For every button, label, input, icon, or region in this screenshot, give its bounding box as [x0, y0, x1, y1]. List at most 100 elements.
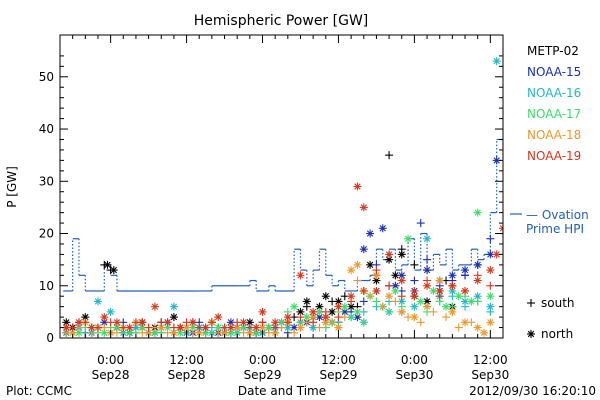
point-north: [176, 323, 185, 332]
point-south: [442, 313, 451, 322]
x-axis: 0:00Sep2812:00Sep280:00Sep2912:00Sep290:…: [72, 35, 509, 382]
point-north: [62, 323, 71, 332]
point-south: [290, 328, 299, 337]
legend-ovation-line2: Prime HPI: [526, 222, 584, 236]
point-north: [163, 318, 172, 327]
point-north: [169, 302, 178, 311]
point-south: [359, 297, 368, 306]
point-north: [226, 323, 235, 332]
y-tick-label: 30: [39, 174, 54, 188]
point-south: [416, 318, 425, 327]
legend-ovation-line1: — Ovation: [526, 208, 589, 222]
point-north: [410, 292, 419, 301]
point-north: [467, 297, 476, 306]
point-north: [169, 313, 178, 322]
point-south: [385, 281, 394, 290]
x-tick-date-label: Sep28: [168, 368, 206, 382]
y-tick-label: 10: [39, 279, 54, 293]
x-tick-date-label: Sep30: [471, 368, 509, 382]
y-tick-label: 40: [39, 122, 54, 136]
point-north: [486, 302, 495, 311]
point-north: [461, 286, 470, 295]
point-north: [353, 307, 362, 316]
point-south: [366, 292, 375, 301]
point-north: [435, 286, 444, 295]
point-north: [461, 318, 470, 327]
point-south: [454, 323, 463, 332]
point-north: [448, 307, 457, 316]
x-tick-date-label: Sep29: [320, 368, 358, 382]
marker-legend-south: south: [527, 296, 575, 310]
point-north: [138, 318, 147, 327]
point-north: [214, 313, 223, 322]
point-south: [334, 313, 343, 322]
point-north: [486, 318, 495, 327]
point-north: [461, 266, 470, 275]
point-north: [486, 250, 495, 259]
point-north: [258, 307, 267, 316]
legend-entry: NOAA-16: [527, 86, 581, 100]
legend-entry: NOAA-15: [527, 65, 581, 79]
x-tick-time-label: 0:00: [401, 353, 428, 367]
x-tick-time-label: 12:00: [473, 353, 508, 367]
point-south: [397, 292, 406, 301]
point-north: [442, 302, 451, 311]
footer-left: Plot: CCMC: [6, 384, 72, 398]
point-north: [423, 302, 432, 311]
point-south: [410, 276, 419, 285]
point-north: [448, 286, 457, 295]
point-north: [93, 297, 102, 306]
x-tick-time-label: 0:00: [97, 353, 124, 367]
legend-entry: NOAA-18: [527, 128, 581, 142]
point-north: [391, 286, 400, 295]
point-south: [372, 297, 381, 306]
point-south: [391, 297, 400, 306]
point-north: [499, 224, 503, 233]
point-south: [423, 255, 432, 264]
x-tick-time-label: 0:00: [249, 353, 276, 367]
point-south: [486, 234, 495, 243]
point-south: [359, 318, 368, 327]
point-north: [315, 307, 324, 316]
point-north: [435, 276, 444, 285]
point-south: [207, 318, 216, 327]
point-north: [372, 286, 381, 295]
point-north: [486, 266, 495, 275]
point-north: [359, 245, 368, 254]
point-north: [473, 260, 482, 269]
point-north: [309, 307, 318, 316]
point-north: [410, 313, 419, 322]
point-south: [429, 307, 438, 316]
point-north: [423, 281, 432, 290]
ovation-line: [63, 138, 503, 292]
point-north: [486, 292, 495, 301]
y-tick-label: 20: [39, 227, 54, 241]
point-north: [397, 271, 406, 280]
point-north: [74, 318, 83, 327]
point-south: [309, 318, 318, 327]
point-north: [283, 313, 292, 322]
legend-entry: NOAA-17: [527, 107, 581, 121]
point-north: [302, 297, 311, 306]
point-south: [144, 323, 153, 332]
x-tick-time-label: 12:00: [169, 353, 204, 367]
x-tick-date-label: Sep30: [395, 368, 433, 382]
y-axis: 0 10 20 30 40 50: [39, 55, 503, 345]
x-tick-time-label: 12:00: [321, 353, 356, 367]
point-south: [486, 281, 495, 290]
point-south: [296, 313, 305, 322]
chart-title: Hemispheric Power [GW]: [194, 13, 369, 29]
point-north: [296, 323, 305, 332]
point-north: [423, 234, 432, 243]
point-north: [353, 182, 362, 191]
point-north: [112, 318, 121, 327]
point-north: [480, 328, 489, 337]
point-north: [473, 276, 482, 285]
point-north: [347, 266, 356, 275]
y-tick-label: 0: [46, 331, 54, 345]
y-axis-label: P [GW]: [5, 166, 19, 208]
point-north: [378, 224, 387, 233]
point-north: [366, 229, 375, 238]
point-south: [385, 151, 394, 160]
